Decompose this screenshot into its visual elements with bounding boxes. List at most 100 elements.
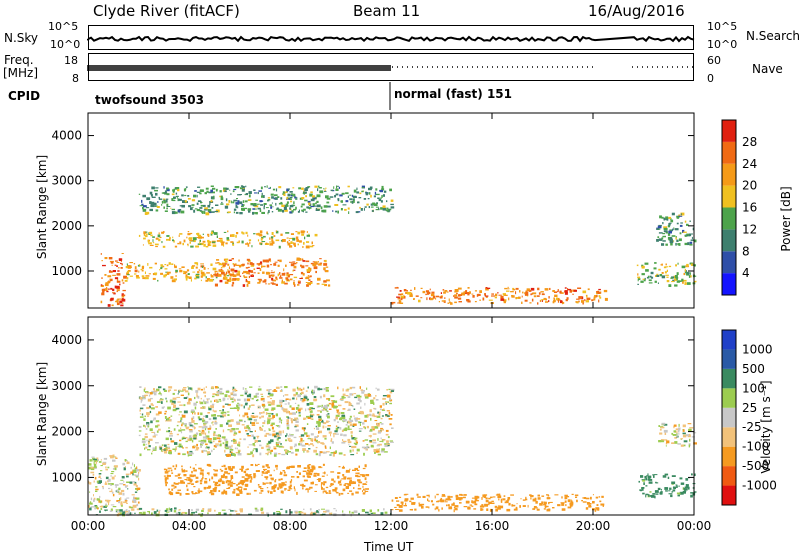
velocity-cell (198, 426, 202, 428)
power-cell (206, 272, 210, 274)
velocity-cell (325, 486, 329, 489)
velocity-cell (120, 489, 125, 493)
velocity-cell (184, 512, 188, 514)
power-cell (252, 211, 255, 215)
power-cell (368, 187, 372, 191)
velocity-cell (441, 494, 445, 496)
velocity-cell (377, 431, 381, 434)
power-cell (165, 273, 167, 277)
velocity-cell (268, 429, 271, 431)
power-cell (673, 227, 675, 230)
velocity-cell (547, 495, 550, 497)
power-cell (552, 290, 555, 292)
velocity-cell (144, 387, 146, 390)
power-cell (268, 210, 270, 213)
velocity-cell (504, 501, 508, 504)
velocity-cell (375, 395, 377, 397)
velocity-cell (248, 444, 253, 446)
velocity-cell (388, 388, 391, 391)
power-cell (223, 258, 226, 261)
power-cell (126, 277, 129, 280)
velocity-cell (105, 499, 109, 502)
nsky-tick-bottom: 10^0 (50, 38, 81, 51)
velocity-cell (312, 393, 314, 395)
power-cell (286, 237, 289, 239)
power-cell (672, 228, 674, 231)
velocity-cell (366, 446, 369, 448)
power-cell (310, 191, 313, 194)
velocity-cell (329, 485, 332, 487)
power-cell (234, 274, 236, 276)
power-cell (248, 271, 250, 275)
velocity-cell (264, 408, 269, 411)
velocity-cell (199, 432, 202, 436)
power-cell (269, 243, 274, 246)
velocity-cell (165, 446, 168, 450)
velocity-cell (317, 512, 320, 514)
velocity-cell (689, 438, 691, 442)
velocity-cell (283, 474, 288, 477)
power-cell (318, 185, 320, 188)
velocity-cell (189, 466, 192, 469)
power-cell (661, 263, 663, 266)
velocity-cell (259, 509, 262, 511)
power-cell (166, 235, 170, 237)
power-cell (195, 273, 200, 275)
velocity-cell (153, 511, 157, 514)
velocity-cell (490, 496, 493, 499)
power-cell (313, 205, 317, 207)
power-cell (172, 191, 175, 193)
velocity-cell (90, 506, 95, 508)
velocity-cell (338, 480, 342, 484)
velocity-cell (100, 477, 102, 480)
power-cell (540, 291, 544, 293)
velocity-cell (322, 513, 326, 515)
power-cell (438, 301, 440, 303)
velocity-cell (318, 509, 320, 511)
power-cell (247, 259, 251, 262)
velocity-cell (312, 481, 314, 485)
power-cell (267, 199, 271, 201)
power-cell (145, 231, 148, 233)
power-cell (308, 267, 311, 269)
power-cell (271, 241, 275, 244)
power-cell (273, 235, 276, 237)
velocity-cell (662, 475, 667, 478)
velocity-cell (347, 483, 349, 486)
velocity-cell (159, 391, 161, 394)
velocity-cell (506, 508, 511, 512)
velocity-cell (194, 412, 196, 415)
velocity-cell (398, 505, 403, 508)
velocity-cell (491, 500, 494, 502)
power-cell (668, 216, 672, 219)
power-cell (303, 242, 305, 245)
velocity-cell (253, 395, 257, 398)
velocity-cell (519, 505, 521, 508)
velocity-cell (369, 428, 373, 432)
velocity-cell (238, 450, 240, 454)
velocity-cell (170, 440, 175, 443)
velocity-cell (296, 386, 299, 390)
velocity-cell (255, 450, 258, 453)
velocity-cell (320, 484, 322, 488)
velocity-cell (213, 473, 217, 476)
velocity-cell (511, 504, 514, 507)
velocity-cell (287, 417, 291, 419)
velocity-cell (289, 488, 293, 490)
power-cell (160, 272, 163, 275)
power-cell (261, 195, 264, 198)
velocity-cell (298, 414, 301, 417)
velocity-cell (564, 496, 567, 500)
velocity-cell (244, 426, 248, 430)
power-cell (289, 245, 293, 248)
power-cell (301, 258, 304, 260)
velocity-cell (211, 414, 214, 417)
velocity-cell (487, 504, 490, 506)
velocity-cell (234, 471, 238, 474)
velocity-cell (301, 391, 304, 394)
power-cell (300, 271, 304, 275)
velocity-cell (388, 411, 390, 415)
power-cell (194, 277, 197, 280)
velocity-cell (296, 397, 298, 401)
power-cell (116, 302, 120, 306)
